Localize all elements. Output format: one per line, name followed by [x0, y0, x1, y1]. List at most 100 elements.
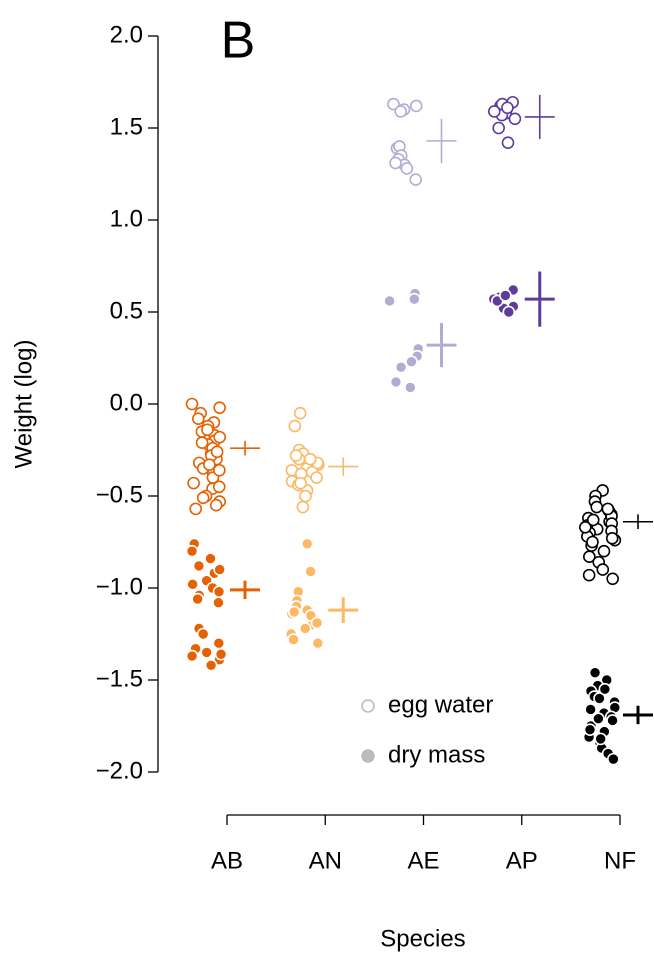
data-point: [594, 732, 607, 746]
data-point: [296, 500, 310, 514]
data-point: [196, 491, 210, 505]
y-tick-label: −2.0: [96, 757, 143, 784]
data-point: [204, 658, 218, 672]
data-point: [605, 532, 619, 545]
data-point: [209, 498, 223, 512]
data-point: [213, 430, 226, 444]
data-point: [598, 682, 612, 696]
y-tick-label: 2.0: [110, 21, 143, 48]
data-point: [300, 537, 314, 551]
data-point: [210, 445, 224, 459]
data-point: [293, 406, 307, 420]
data-point: [187, 476, 200, 490]
legend-marker: [361, 699, 375, 713]
data-point: [487, 105, 501, 118]
data-point: [508, 112, 522, 126]
data-point: [303, 452, 317, 466]
data-point: [583, 550, 596, 564]
legend-label: egg water: [388, 691, 493, 718]
y-tick-label: −1.0: [96, 573, 143, 600]
y-tick-label: 0.5: [110, 297, 143, 324]
data-point: [584, 703, 597, 716]
data-point: [404, 381, 417, 394]
data-point: [289, 449, 303, 462]
data-point: [304, 565, 317, 578]
data-point: [586, 535, 599, 549]
data-point: [492, 121, 505, 135]
y-tick-label: −0.5: [96, 481, 143, 508]
data-point: [204, 552, 217, 565]
data-point: [195, 436, 209, 449]
y-axis-label: Weight (log): [10, 340, 37, 469]
data-point: [394, 360, 408, 374]
x-tick-label: AB: [211, 847, 243, 874]
y-tick-label: 1.5: [110, 113, 143, 140]
legend-marker: [361, 749, 375, 763]
data-point: [203, 458, 216, 472]
data-point: [288, 419, 302, 433]
data-point: [387, 97, 400, 111]
legend-label: dry mass: [388, 741, 485, 768]
data-point: [583, 723, 597, 736]
data-point: [582, 568, 596, 582]
data-point: [213, 401, 226, 414]
data-point: [501, 101, 514, 115]
x-axis-label: Species: [380, 925, 465, 952]
data-point: [212, 480, 226, 494]
data-point: [590, 500, 604, 514]
data-point: [212, 585, 226, 598]
data-point: [606, 714, 619, 727]
data-point: [588, 666, 602, 679]
data-point: [294, 476, 307, 490]
data-point: [196, 627, 210, 641]
x-tick-label: AE: [407, 847, 439, 874]
data-point: [186, 578, 199, 591]
x-tick-label: NF: [604, 847, 636, 874]
data-point: [607, 752, 620, 766]
data-point: [192, 559, 206, 573]
data-point: [592, 712, 605, 725]
data-point: [409, 173, 422, 186]
data-point: [408, 292, 421, 306]
y-tick-label: 1.0: [110, 205, 143, 232]
data-point: [389, 156, 402, 170]
data-point: [405, 355, 418, 368]
data-point: [185, 649, 199, 663]
data-point: [189, 502, 202, 516]
data-point: [502, 305, 516, 319]
data-point: [606, 572, 619, 586]
y-tick-label: −1.5: [96, 665, 143, 692]
data-point: [394, 105, 407, 118]
data-point: [213, 463, 226, 477]
data-point: [192, 412, 205, 426]
data-point: [212, 596, 225, 610]
data-point: [185, 544, 199, 558]
data-point: [287, 605, 301, 619]
data-point: [214, 647, 228, 661]
panel-label: B: [221, 12, 256, 70]
data-point: [191, 592, 204, 606]
data-point: [310, 616, 324, 630]
data-point: [400, 162, 414, 175]
data-point: [298, 622, 312, 635]
data-point: [287, 633, 300, 646]
data-point: [499, 289, 512, 302]
data-point: [389, 375, 403, 389]
x-tick-label: AN: [309, 847, 342, 874]
data-point: [409, 99, 423, 113]
data-point: [501, 136, 515, 150]
y-tick-label: 0.0: [110, 389, 143, 416]
data-point: [201, 423, 214, 437]
x-tick-label: AP: [506, 847, 538, 874]
data-point: [593, 692, 606, 705]
data-point: [586, 513, 600, 527]
data-point: [311, 636, 325, 650]
data-point: [596, 563, 610, 576]
data-point: [213, 563, 226, 576]
data-point: [212, 636, 226, 650]
data-point: [597, 544, 611, 558]
data-point: [601, 502, 615, 516]
data-point: [579, 520, 592, 534]
data-point: [299, 489, 312, 503]
